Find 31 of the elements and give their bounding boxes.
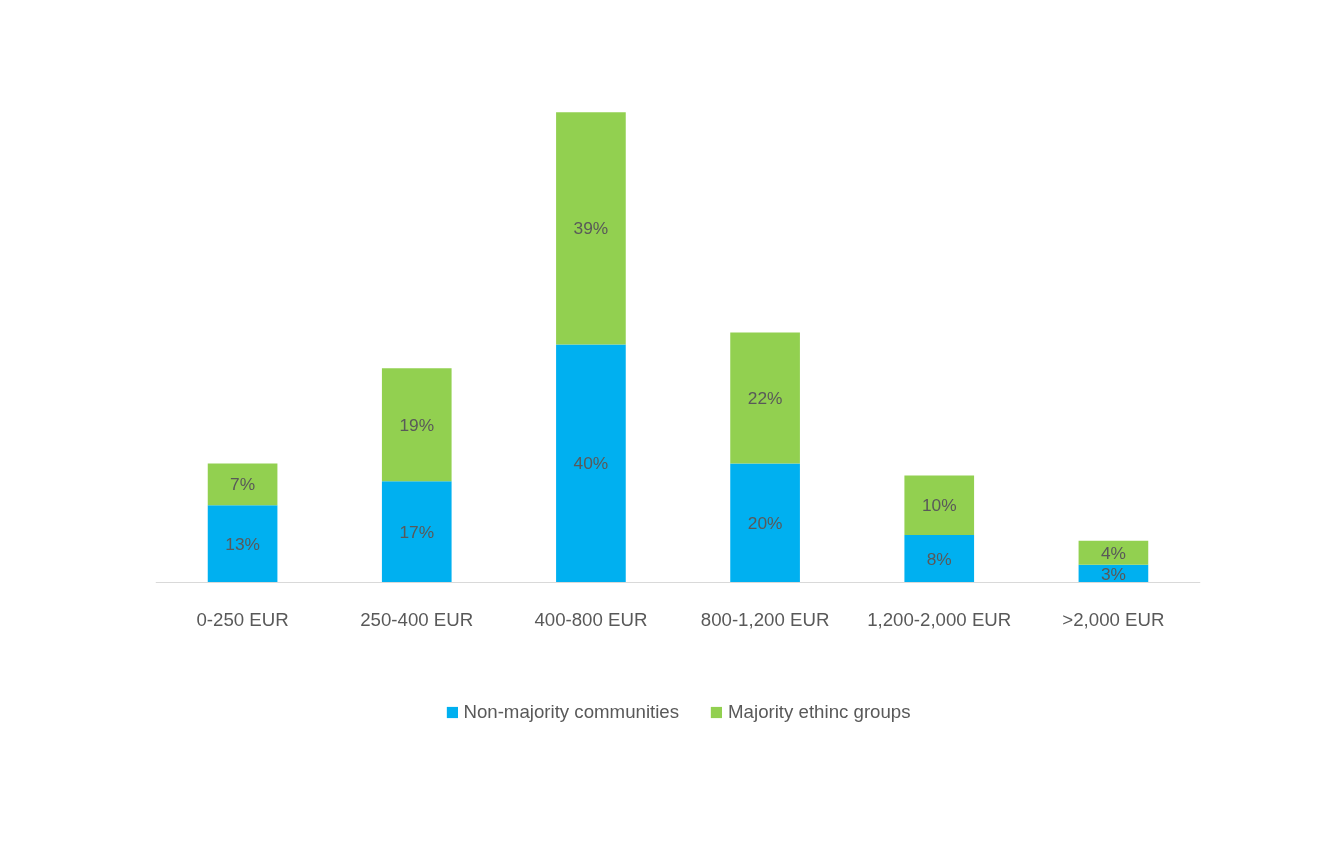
data-label: 19% <box>399 414 435 435</box>
x-tick-label: 400-800 EUR <box>534 608 648 630</box>
x-tick-label: 0-250 EUR <box>196 608 289 630</box>
bar <box>381 481 452 583</box>
data-label: 3% <box>1100 563 1126 584</box>
x-tick-label: 800-1,200 EUR <box>700 608 830 630</box>
data-label: 17% <box>399 521 435 542</box>
x-tick-label: 1,200-2,000 EUR <box>867 608 1012 630</box>
x-tick-label: 250-400 EUR <box>360 608 474 630</box>
bar <box>730 332 800 464</box>
x-tick-label: >2,000 EUR <box>1062 608 1165 630</box>
bar <box>207 463 278 506</box>
bar <box>904 475 975 535</box>
bar <box>207 505 278 583</box>
bar <box>381 368 452 482</box>
data-label: 13% <box>225 533 260 554</box>
legend-label: Non-majority communities <box>463 701 680 723</box>
bar <box>556 112 626 345</box>
data-label: 39% <box>573 218 609 239</box>
bar <box>730 463 800 583</box>
legend-label: Majority ethinc groups <box>728 701 911 723</box>
data-label: 7% <box>230 474 256 495</box>
bar <box>556 344 626 583</box>
bar <box>1078 540 1149 565</box>
data-label: 8% <box>926 548 952 569</box>
data-label: 10% <box>921 495 957 516</box>
data-label: 4% <box>1100 542 1126 563</box>
bar <box>904 534 975 583</box>
data-label: 20% <box>747 513 783 534</box>
data-label: 40% <box>573 453 609 474</box>
data-label: 22% <box>747 387 783 408</box>
